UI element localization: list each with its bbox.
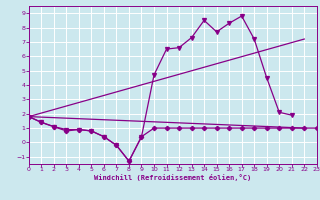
X-axis label: Windchill (Refroidissement éolien,°C): Windchill (Refroidissement éolien,°C) (94, 174, 252, 181)
